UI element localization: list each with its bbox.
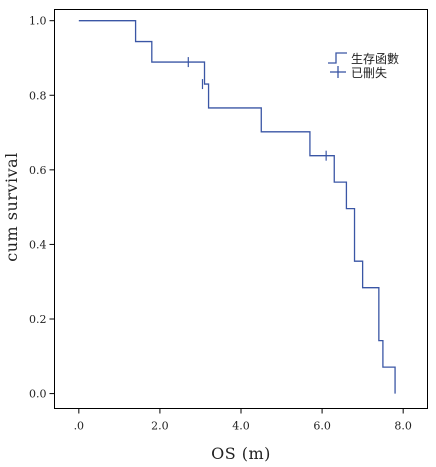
y-axis: 0.0 0.2 0.4 0.6 0.8 1.0 [29, 15, 55, 401]
x-axis-title: OS (m) [211, 444, 271, 463]
y-tick-label: 0.6 [29, 164, 47, 177]
y-axis-title: cum survival [2, 152, 21, 262]
x-tick-label: 4.0 [232, 420, 250, 433]
censor-marks-group [187, 57, 327, 161]
y-tick-label: 0.2 [29, 313, 47, 326]
survival-curve-group [78, 20, 396, 394]
legend-survival-swatch [328, 52, 347, 64]
x-tick-label: 6.0 [313, 420, 331, 433]
x-tick-label: 8.0 [394, 420, 412, 433]
legend: 生存函數 已刪失 [328, 52, 399, 80]
y-tick-label: 0.0 [29, 388, 47, 401]
x-tick-label: .0 [74, 420, 85, 433]
survival-curve [78, 20, 396, 394]
legend-censored-label: 已刪失 [351, 65, 387, 80]
y-tick-label: 1.0 [29, 15, 47, 28]
y-tick-label: 0.4 [29, 238, 47, 251]
x-axis: .0 2.0 4.0 6.0 8.0 [74, 408, 412, 433]
y-tick-label: 0.8 [29, 89, 47, 102]
x-tick-label: 2.0 [151, 420, 169, 433]
legend-survival-label: 生存函數 [351, 52, 399, 66]
